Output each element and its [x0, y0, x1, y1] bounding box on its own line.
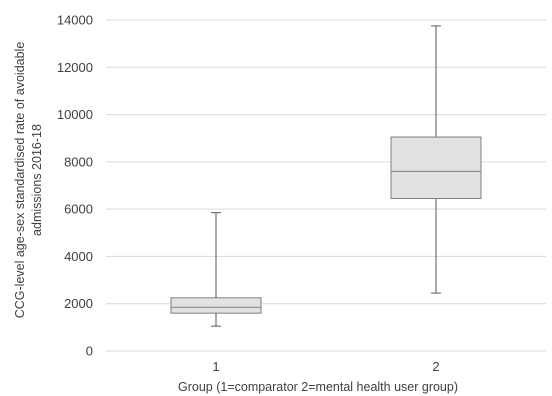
- y-tick-label: 14000: [57, 13, 93, 28]
- box-group-1: [170, 212, 262, 327]
- y-tick-label: 6000: [64, 202, 93, 217]
- y-axis-title-line2: admissions 2016-18: [30, 124, 44, 236]
- y-axis-title-line1: CCG-level age-sex standardised rate of a…: [13, 42, 27, 319]
- x-axis-title: Group (1=comparator 2=mental health user…: [178, 380, 458, 394]
- y-axis-tick-labels: 0 2000 4000 6000 8000 10000 12000 14000: [57, 13, 93, 359]
- y-tick-label: 4000: [64, 249, 93, 264]
- y-tick-label: 2000: [64, 296, 93, 311]
- y-tick-label: 12000: [57, 60, 93, 75]
- iqr-box: [170, 297, 262, 314]
- box-series: [170, 25, 482, 327]
- y-tick-label: 10000: [57, 107, 93, 122]
- y-tick-label: 0: [86, 344, 93, 359]
- y-tick-label: 8000: [64, 154, 93, 169]
- x-tick-label: 1: [212, 359, 219, 374]
- iqr-box: [390, 136, 482, 200]
- box-group-2: [390, 25, 482, 294]
- x-tick-label: 2: [432, 359, 439, 374]
